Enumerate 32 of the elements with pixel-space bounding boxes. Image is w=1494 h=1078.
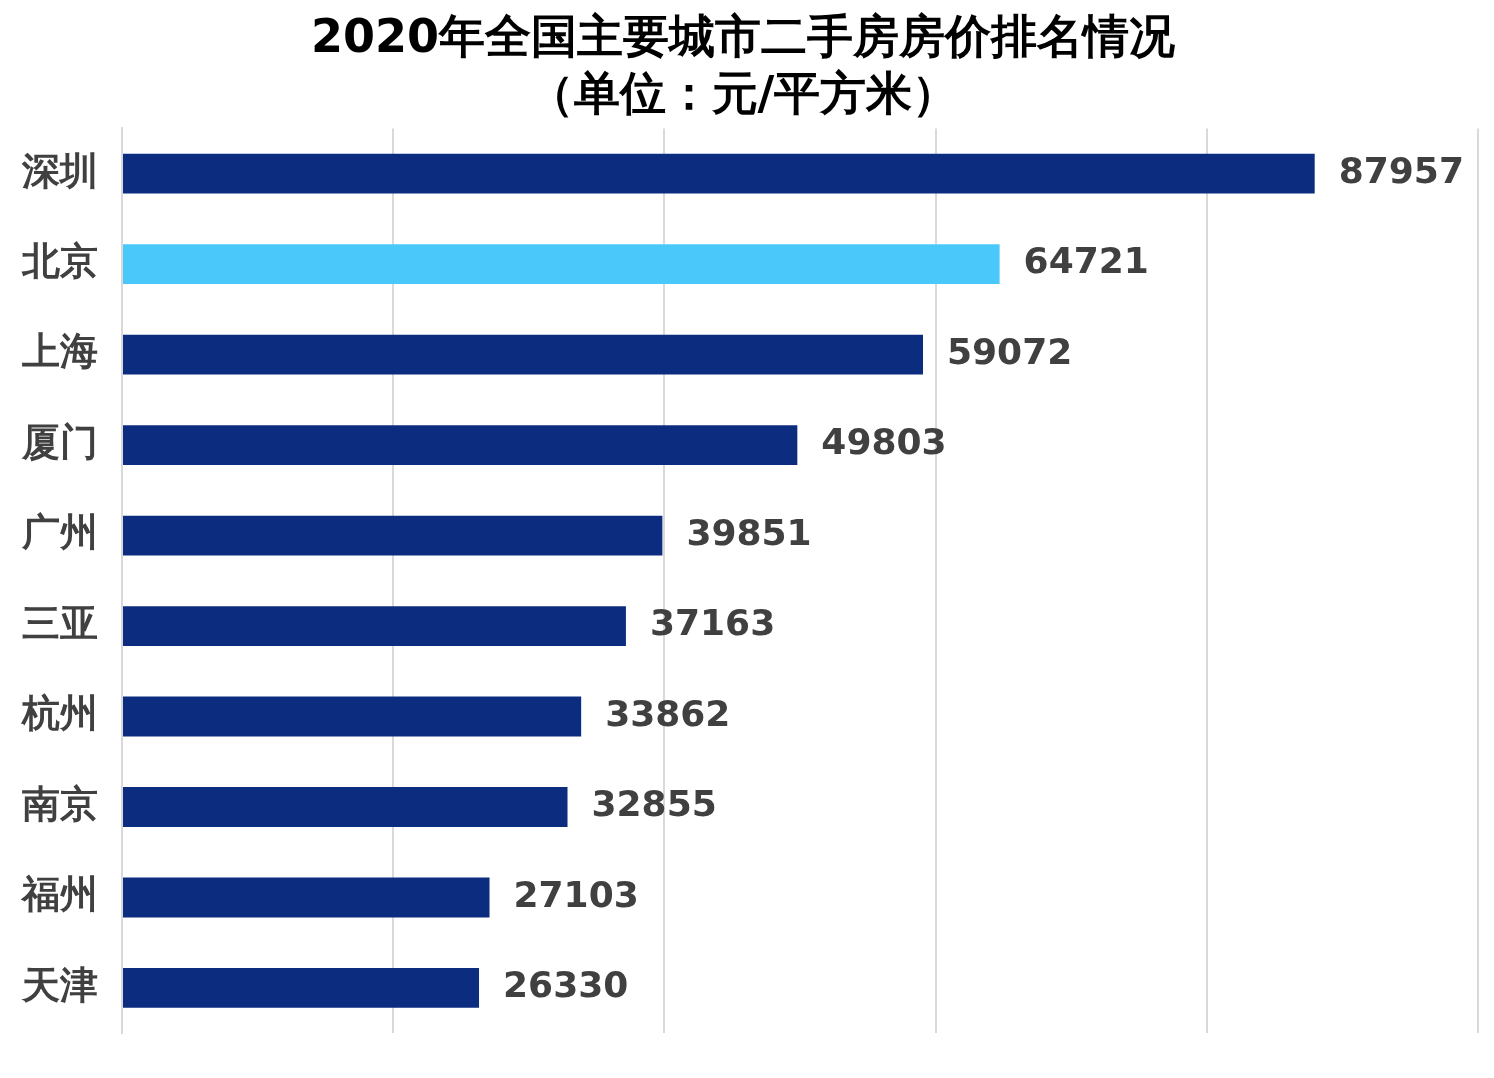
y-tick-label: 福州 [20,872,98,917]
data-label: 26330 [503,964,629,1006]
bar [123,334,924,375]
bar [123,787,568,827]
y-tick-label: 三亚 [22,600,98,645]
y-tick-label: 上海 [22,329,98,374]
data-label: 32855 [591,783,717,825]
bar [123,877,490,918]
y-tick-label: 厦门 [21,419,98,464]
data-label: 33862 [605,692,731,734]
y-tick-label: 广州 [21,510,98,555]
bar [123,968,480,1008]
bar [123,606,626,646]
y-tick-label: 南京 [22,781,98,826]
data-label: 27103 [513,873,639,915]
data-label: 49803 [821,421,947,463]
y-tick-label: 北京 [21,238,98,283]
bar [123,696,582,737]
data-label: 64721 [1023,240,1149,282]
bar [123,515,663,556]
data-label: 87957 [1338,150,1464,191]
y-tick-label: 深圳 [21,148,98,193]
data-label: 37163 [649,602,776,644]
bar [123,425,798,465]
data-label: 39851 [686,511,812,553]
bar [123,244,1000,285]
bar [123,153,1315,194]
y-tick-label: 杭州 [20,691,98,736]
y-tick-label: 天津 [21,962,98,1007]
chart-title: 2020年全国主要城市二手房房价排名情况 [310,8,1176,63]
chart-subtitle: （单位：元/平方米） [527,65,959,120]
data-label: 59072 [947,330,1073,372]
